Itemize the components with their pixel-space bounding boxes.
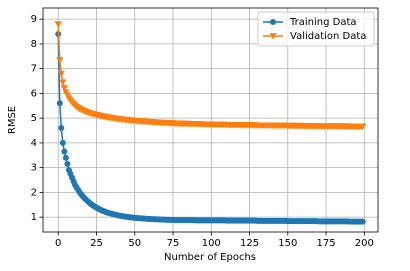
legend-box: [257, 11, 375, 47]
y-tick-label: 3: [31, 163, 37, 174]
y-tick-label: 7: [31, 64, 37, 75]
series: [55, 30, 366, 225]
x-tick-label: 175: [316, 238, 335, 249]
legend-marker: [269, 33, 277, 40]
x-tick-label: 150: [278, 238, 297, 249]
y-tick-label: 1: [31, 212, 37, 223]
y-tick-label: 5: [31, 113, 37, 124]
point: [61, 148, 68, 155]
point: [60, 85, 68, 92]
x-tick-label: 50: [128, 238, 141, 249]
x-axis-label: Number of Epochs: [164, 252, 256, 263]
point: [62, 154, 69, 161]
x-tick-label: 25: [90, 238, 103, 249]
point: [359, 123, 367, 131]
y-tick-label: 6: [31, 88, 37, 99]
point: [58, 125, 65, 132]
y-tick-label: 4: [31, 138, 37, 149]
point: [56, 100, 63, 107]
point: [54, 21, 62, 28]
legend-marker: [270, 19, 276, 25]
legend: Training Data Validation Data: [257, 11, 375, 47]
point: [56, 57, 64, 64]
point: [59, 79, 67, 86]
y-tick-label: 8: [31, 39, 37, 50]
point: [59, 139, 66, 146]
x-tick-label: 125: [240, 238, 259, 249]
series: [54, 21, 367, 131]
point: [64, 160, 71, 167]
point: [359, 218, 366, 225]
x-tick-label: 200: [355, 238, 374, 249]
y-tick-label: 9: [31, 14, 37, 25]
legend-label: Training Data: [289, 17, 357, 28]
x-tick-label: 100: [202, 238, 221, 249]
y-tick-label: 2: [31, 187, 37, 198]
y-axis-label: RMSE: [7, 106, 18, 134]
point: [57, 70, 65, 78]
x-tick-label: 0: [55, 238, 61, 249]
x-tick-label: 75: [167, 238, 180, 249]
legend-label: Validation Data: [290, 31, 366, 42]
plot-frame: [42, 7, 379, 233]
